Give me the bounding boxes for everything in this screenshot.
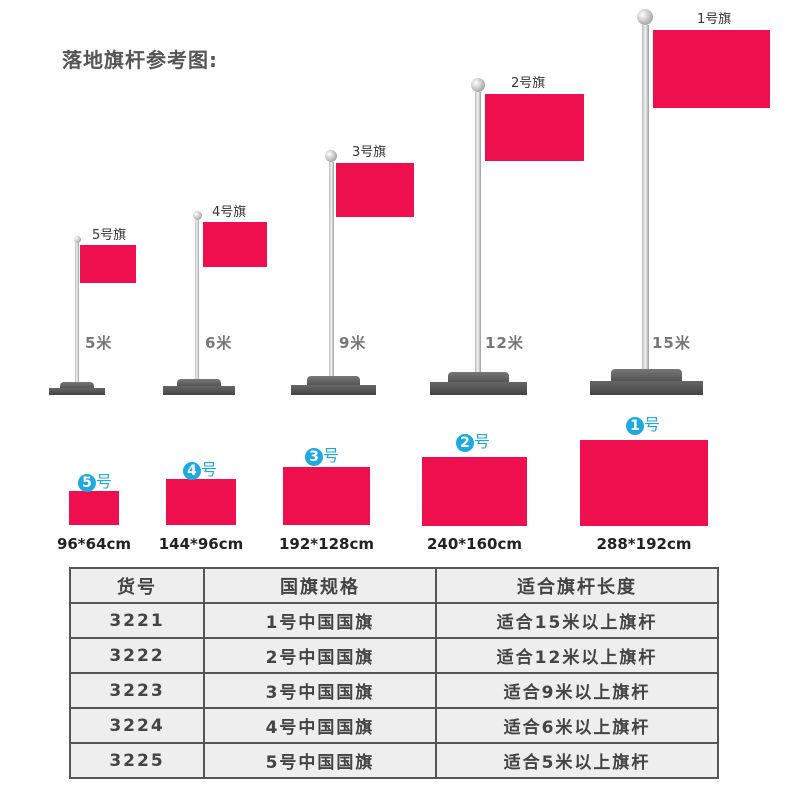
flag-label: 2号旗 bbox=[511, 76, 546, 91]
flag-label: 1号旗 bbox=[697, 12, 732, 27]
pole-height-label: 12米 bbox=[485, 334, 524, 352]
pole-base-top bbox=[176, 379, 222, 387]
pole-height-label: 6米 bbox=[205, 334, 233, 352]
number-badge-icon: 5 bbox=[78, 473, 96, 492]
flag bbox=[653, 30, 770, 108]
pole-top-ball-icon bbox=[471, 78, 485, 92]
pole-base-top bbox=[448, 372, 509, 383]
number-suffix: 号 bbox=[323, 446, 340, 465]
number-badge-icon: 4 bbox=[183, 461, 201, 480]
flag-spec-cell: 2号中国国旗 bbox=[203, 637, 437, 674]
flag bbox=[336, 163, 414, 217]
flagpole bbox=[328, 162, 334, 382]
pole-base-top bbox=[59, 382, 95, 388]
table-row: 3222 2号中国国旗 适合12米以上旗杆 bbox=[69, 637, 719, 674]
flag-size-label: 192*128cm bbox=[279, 535, 374, 553]
table-header-row: 货号 国旗规格 适合旗杆长度 bbox=[69, 567, 719, 604]
item-no-cell: 3222 bbox=[69, 637, 205, 674]
pole-top-ball-icon bbox=[192, 210, 202, 220]
pole-height-label: 9米 bbox=[339, 334, 367, 352]
pole-base bbox=[590, 380, 703, 395]
table-row: 3223 3号中国国旗 适合9米以上旗杆 bbox=[69, 672, 719, 709]
flag-swatch bbox=[422, 457, 527, 526]
header-item-no: 货号 bbox=[69, 567, 205, 604]
flagpole bbox=[475, 92, 481, 379]
pole-height-label: 15米 bbox=[652, 334, 691, 352]
flag-swatch bbox=[580, 440, 708, 526]
pole-length-cell: 适合12米以上旗杆 bbox=[435, 637, 719, 674]
flagpole bbox=[641, 25, 649, 377]
flag-size-label: 144*96cm bbox=[158, 535, 244, 553]
item-no-cell: 3224 bbox=[69, 707, 205, 744]
header-flag-spec: 国旗规格 bbox=[203, 567, 437, 604]
spec-table: 货号 国旗规格 适合旗杆长度 3221 1号中国国旗 适合15米以上旗杆 3222 2号… bbox=[69, 567, 719, 779]
header-pole-length: 适合旗杆长度 bbox=[435, 567, 719, 604]
flagpole bbox=[195, 219, 199, 384]
flag-spec-cell: 3号中国国旗 bbox=[203, 672, 437, 709]
flag-swatch bbox=[166, 479, 236, 525]
number-suffix: 号 bbox=[96, 472, 113, 491]
pole-top-ball-icon bbox=[325, 150, 337, 162]
pole-base bbox=[163, 386, 235, 395]
flag-swatch bbox=[283, 467, 370, 525]
pole-length-cell: 适合6米以上旗杆 bbox=[435, 707, 719, 744]
flag-spec-cell: 4号中国国旗 bbox=[203, 707, 437, 744]
flag bbox=[80, 245, 136, 283]
number-suffix: 号 bbox=[644, 415, 661, 434]
pole-height-label: 5米 bbox=[85, 334, 113, 352]
number-badge-icon: 1 bbox=[626, 416, 644, 435]
pole-top-ball-icon bbox=[73, 235, 81, 243]
item-no-cell: 3223 bbox=[69, 672, 205, 709]
pole-base bbox=[430, 382, 527, 395]
pole-base bbox=[49, 387, 105, 395]
pole-length-cell: 适合5米以上旗杆 bbox=[435, 742, 719, 779]
item-no-cell: 3221 bbox=[69, 602, 205, 639]
pole-length-cell: 适合15米以上旗杆 bbox=[435, 602, 719, 639]
flag-label: 5号旗 bbox=[92, 228, 127, 243]
table-row: 3224 4号中国国旗 适合6米以上旗杆 bbox=[69, 707, 719, 744]
pole-base-top bbox=[307, 376, 360, 385]
table-row: 3225 5号中国国旗 适合5米以上旗杆 bbox=[69, 742, 719, 779]
flag-size-label: 240*160cm bbox=[427, 535, 522, 553]
pole-base-top bbox=[611, 369, 682, 381]
flag-spec-cell: 1号中国国旗 bbox=[203, 602, 437, 639]
number-badge-icon: 3 bbox=[305, 447, 323, 466]
table-row: 3221 1号中国国旗 适合15米以上旗杆 bbox=[69, 602, 719, 639]
flag-label: 4号旗 bbox=[212, 205, 247, 220]
number-badge-icon: 2 bbox=[456, 433, 474, 452]
flag-spec-cell: 5号中国国旗 bbox=[203, 742, 437, 779]
flag-label: 3号旗 bbox=[352, 145, 387, 160]
flag-size-label: 288*192cm bbox=[596, 535, 692, 553]
flag-size-label: 96*64cm bbox=[56, 535, 132, 553]
item-no-cell: 3225 bbox=[69, 742, 205, 779]
page-title: 落地旗杆参考图: bbox=[62, 48, 218, 72]
pole-top-ball-icon bbox=[637, 9, 653, 25]
number-suffix: 号 bbox=[474, 432, 491, 451]
pole-base bbox=[291, 384, 376, 395]
pole-length-cell: 适合9米以上旗杆 bbox=[435, 672, 719, 709]
flag-swatch bbox=[69, 491, 119, 525]
flag bbox=[485, 94, 584, 161]
flagpole bbox=[75, 242, 79, 386]
flag bbox=[203, 222, 267, 267]
number-suffix: 号 bbox=[201, 460, 218, 479]
